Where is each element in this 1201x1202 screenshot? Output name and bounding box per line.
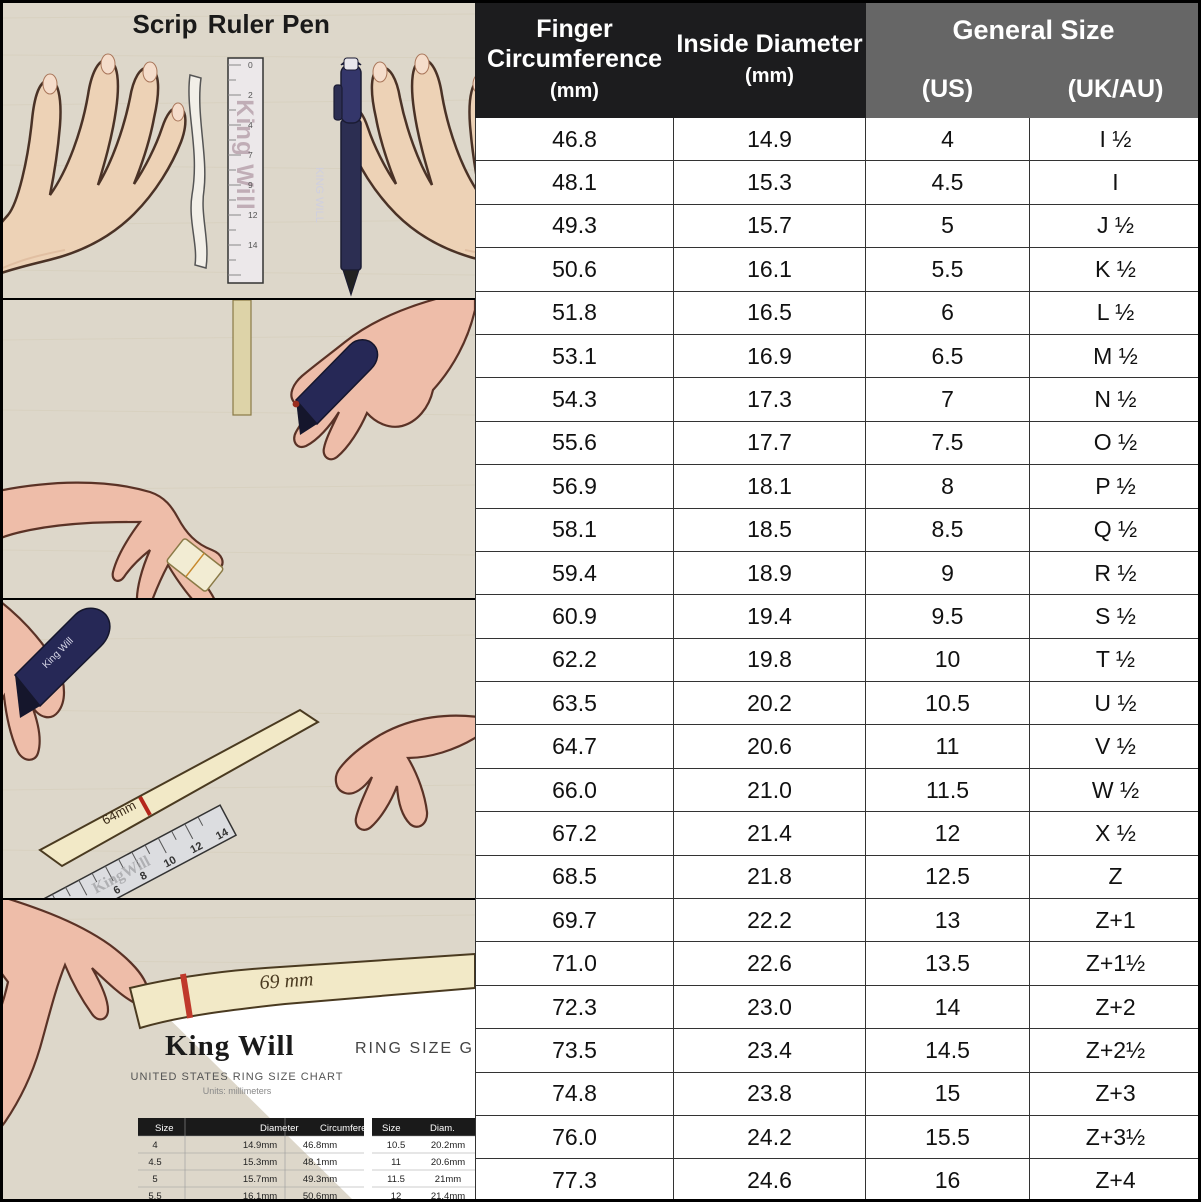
svg-text:5: 5	[152, 1174, 157, 1185]
svg-text:12: 12	[248, 210, 258, 220]
svg-text:Size: Size	[155, 1123, 173, 1134]
svg-text:4: 4	[248, 120, 253, 130]
svg-text:Scrip: Scrip	[132, 9, 197, 39]
svg-text:0: 0	[248, 60, 253, 70]
svg-text:21mm: 21mm	[435, 1174, 461, 1185]
svg-text:12: 12	[391, 1191, 402, 1202]
svg-text:15.7mm: 15.7mm	[243, 1174, 277, 1185]
svg-text:Ruler: Ruler	[208, 9, 274, 39]
svg-text:14.9mm: 14.9mm	[243, 1140, 277, 1151]
svg-text:11.5: 11.5	[387, 1174, 405, 1185]
svg-text:7: 7	[248, 150, 253, 160]
svg-text:50.6mm: 50.6mm	[303, 1191, 337, 1202]
svg-text:20.6mm: 20.6mm	[431, 1157, 465, 1168]
svg-text:11: 11	[391, 1157, 401, 1168]
svg-text:5.5: 5.5	[148, 1191, 161, 1202]
svg-text:46.8mm: 46.8mm	[303, 1140, 337, 1151]
svg-text:48.1mm: 48.1mm	[303, 1157, 337, 1168]
svg-text:KING WILL: KING WILL	[313, 167, 325, 223]
svg-text:UNITED STATES RING SIZE CHART: UNITED STATES RING SIZE CHART	[131, 1071, 344, 1083]
svg-text:15.3mm: 15.3mm	[243, 1157, 277, 1168]
svg-text:14: 14	[248, 240, 258, 250]
svg-text:20.2mm: 20.2mm	[431, 1140, 465, 1151]
svg-text:10.5: 10.5	[387, 1140, 406, 1151]
svg-text:Units: millimeters: Units: millimeters	[203, 1086, 272, 1096]
svg-text:Diam.: Diam.	[430, 1123, 455, 1134]
svg-text:Size: Size	[382, 1123, 400, 1134]
svg-text:69 mm: 69 mm	[259, 968, 314, 994]
svg-text:4.5: 4.5	[148, 1157, 161, 1168]
svg-text:Diameter: Diameter	[260, 1123, 299, 1134]
svg-text:21.4mm: 21.4mm	[431, 1191, 465, 1202]
svg-text:2: 2	[248, 90, 253, 100]
svg-text:King Will: King Will	[165, 1030, 295, 1062]
svg-text:16.1mm: 16.1mm	[243, 1191, 277, 1202]
svg-text:RING SIZE GUIDE: RING SIZE GUIDE	[355, 1040, 475, 1057]
svg-text:9: 9	[248, 180, 253, 190]
svg-text:Pen: Pen	[282, 9, 330, 39]
svg-text:49.3mm: 49.3mm	[303, 1174, 337, 1185]
svg-text:4: 4	[152, 1140, 157, 1151]
